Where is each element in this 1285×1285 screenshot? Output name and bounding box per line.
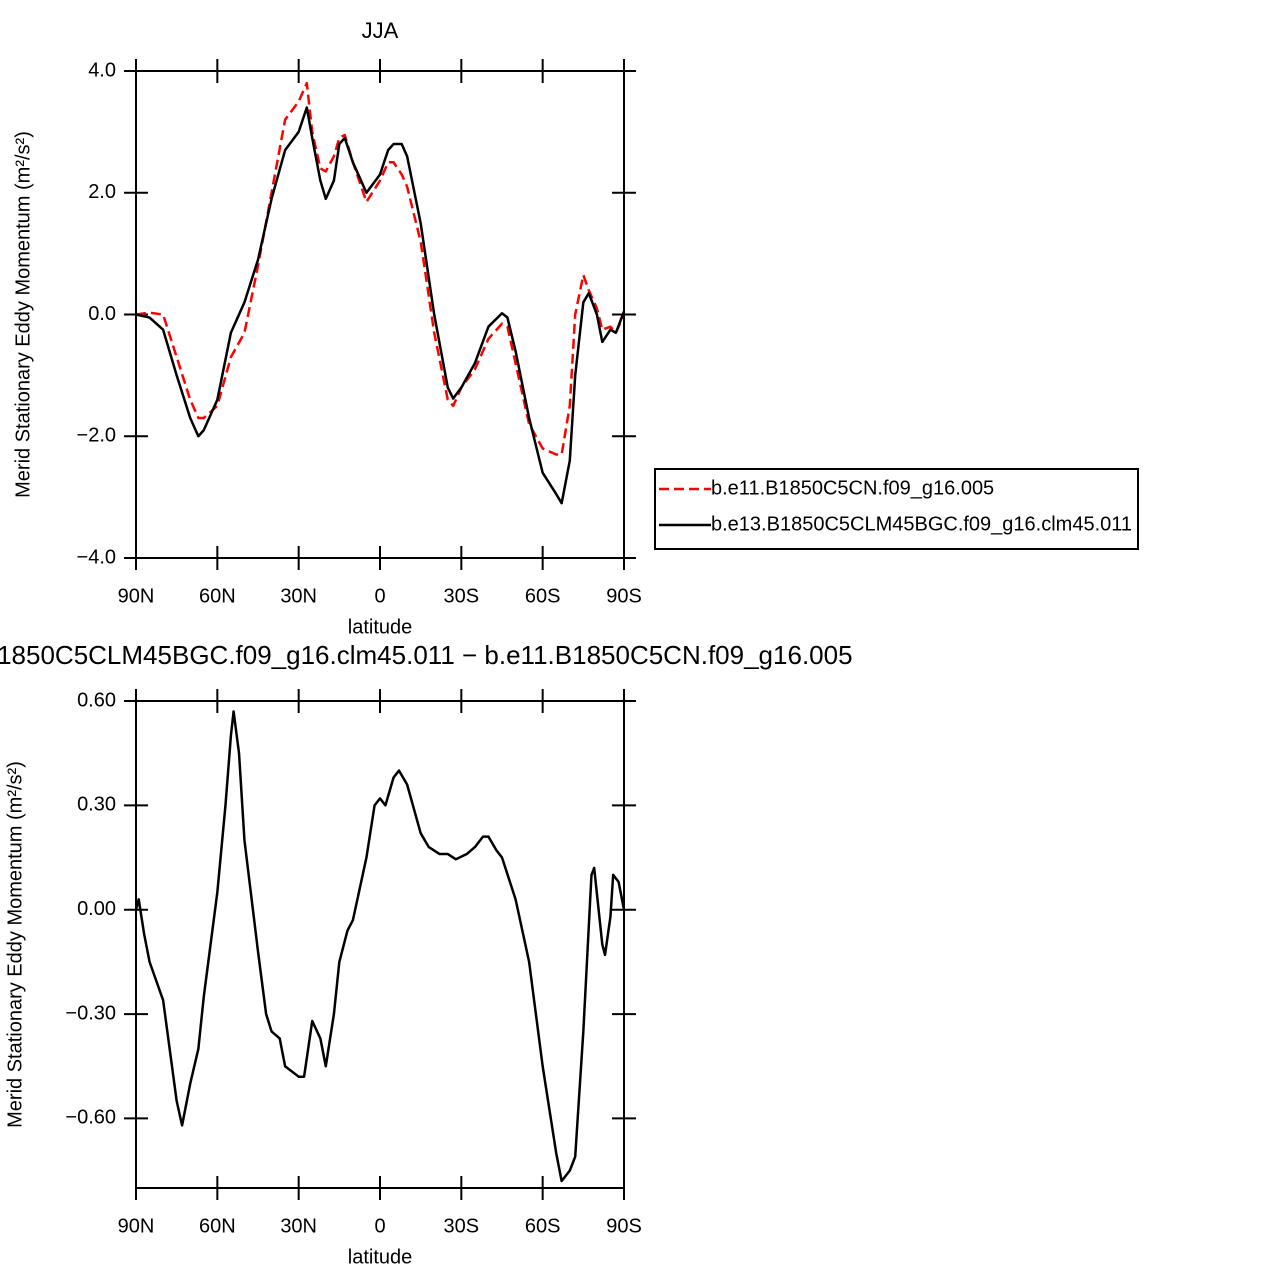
data-line — [135, 81, 626, 456]
x-tick-label: 60S — [525, 1215, 561, 1237]
x-tick-label: 60N — [199, 1215, 236, 1237]
x-tick-label: 30S — [444, 585, 480, 607]
y-axis-label: Merid Stationary Eddy Momentum (m²/s²) — [4, 761, 26, 1128]
x-tick-label: 90N — [118, 585, 155, 607]
x-tick-label: 90S — [606, 585, 642, 607]
y-tick-label: 0.00 — [77, 898, 116, 920]
x-tick-label: 60S — [525, 585, 561, 607]
plot-frame — [135, 70, 625, 559]
legend: b.e11.B1850C5CN.f09_g16.005 b.e13.B1850C5… — [654, 468, 1140, 550]
chart-title: JJA — [362, 18, 399, 43]
y-tick-label: 0.60 — [77, 689, 116, 711]
data-line — [134, 710, 626, 1183]
y-tick-label: 4.0 — [88, 59, 116, 81]
y-tick-label: −2.0 — [77, 425, 116, 447]
y-tick-label: −0.60 — [65, 1107, 116, 1129]
x-tick-label: 60N — [199, 585, 236, 607]
x-tick-label: 90N — [118, 1215, 155, 1237]
y-tick-label: 0.0 — [88, 303, 116, 325]
x-tick-label: 0 — [374, 1215, 385, 1237]
x-tick-label: 30N — [280, 1215, 317, 1237]
y-tick-label: 0.30 — [77, 794, 116, 816]
x-tick-label: 30S — [444, 1215, 480, 1237]
data-line — [135, 106, 626, 505]
chart-title: b.e13.B1850C5CLM45BGC.f09_g16.clm45.011 … — [0, 640, 853, 670]
x-axis-label: latitude — [348, 616, 413, 638]
legend-label: b.e11.B1850C5CN.f09_g16.005 — [711, 477, 994, 499]
y-tick-label: −4.0 — [77, 546, 116, 568]
x-tick-label: 0 — [374, 585, 385, 607]
plot-frame — [135, 700, 625, 1189]
x-tick-label: 90S — [606, 1215, 642, 1237]
y-axis-label: Merid Stationary Eddy Momentum (m²/s²) — [12, 131, 34, 498]
legend-label: b.e13.B1850C5CLM45BGC.f09_g16.clm45.011 — [711, 513, 1132, 535]
x-axis-label: latitude — [348, 1246, 413, 1268]
x-tick-label: 30N — [280, 585, 317, 607]
legend-box — [654, 468, 1140, 550]
y-tick-label: 2.0 — [88, 181, 116, 203]
y-tick-label: −0.30 — [65, 1002, 116, 1024]
